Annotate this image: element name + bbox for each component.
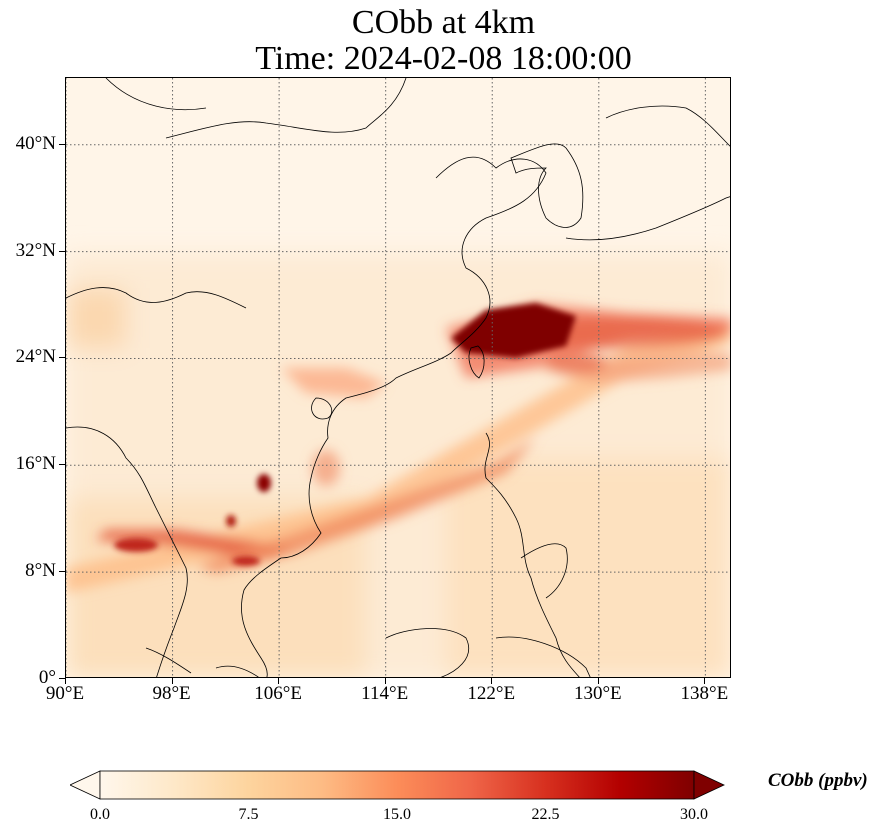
concentration-map — [66, 78, 730, 677]
colorbar-tick-label: 30.0 — [680, 806, 708, 823]
lat-tick-mark — [59, 251, 65, 252]
lat-tick-mark — [59, 571, 65, 572]
colorbar-tick-label: 0.0 — [90, 806, 110, 823]
colorbar-label: CObb (ppbv) — [768, 770, 868, 791]
lat-tick-mark — [59, 678, 65, 679]
lon-tick-mark — [278, 678, 279, 684]
colorbar-tick-label: 22.5 — [531, 806, 560, 823]
lon-tick-label: 122°E — [467, 683, 516, 704]
lon-tick-label: 90°E — [45, 683, 85, 704]
high-concentration-cores — [114, 303, 576, 566]
map-title-line1: CObb at 4km — [351, 4, 536, 41]
lat-tick-label: 8°N — [25, 560, 56, 582]
lon-tick-mark — [385, 678, 386, 684]
colorbar-lower-extension — [70, 770, 101, 800]
lat-tick-mark — [59, 357, 65, 358]
lat-tick-label: 24°N — [15, 346, 56, 368]
lat-tick-label: 0° — [38, 667, 56, 688]
lon-tick-label: 130°E — [573, 683, 622, 704]
lon-tick-label: 106°E — [254, 683, 302, 704]
colorbar-gradient — [99, 770, 695, 800]
lon-tick-mark — [491, 678, 492, 684]
lat-tick-label: 32°N — [15, 239, 56, 261]
lon-tick-mark — [598, 678, 599, 684]
map-title-line2: Time: 2024-02-08 18:00:00 — [255, 40, 632, 77]
lon-tick-mark — [65, 678, 66, 684]
lon-tick-label: 114°E — [361, 683, 409, 704]
colorbar-tick-label: 15.0 — [383, 806, 411, 823]
lon-tick-mark — [172, 678, 173, 684]
gridlines — [66, 78, 730, 677]
lat-tick-label: 40°N — [15, 132, 56, 154]
colorbar — [70, 770, 725, 800]
coastlines — [66, 78, 730, 677]
lat-tick-mark — [59, 144, 65, 145]
lon-tick-label: 138°E — [680, 683, 729, 704]
lon-tick-mark — [704, 678, 705, 684]
colorbar-tick-label: 7.5 — [238, 806, 259, 823]
colorbar-upper-extension — [693, 770, 725, 800]
lon-tick-label: 98°E — [152, 683, 191, 704]
lat-tick-mark — [59, 464, 65, 465]
map-panel — [65, 77, 731, 678]
lat-tick-label: 16°N — [15, 453, 56, 475]
